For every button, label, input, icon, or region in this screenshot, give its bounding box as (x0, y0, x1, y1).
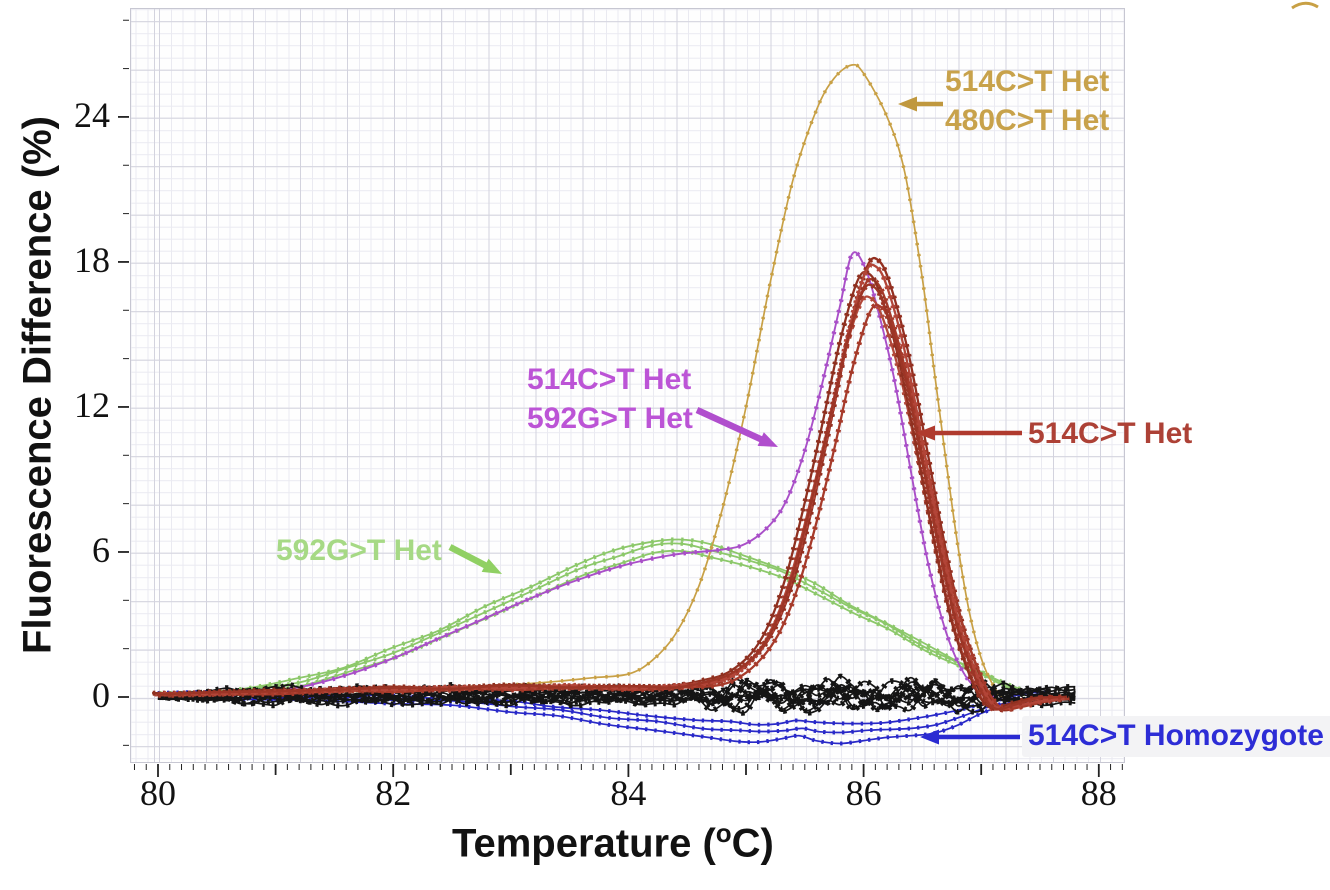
annotation-red-514C-het: 514C>T Het (1028, 414, 1192, 453)
arrow-shaft (448, 544, 494, 572)
series-green (155, 537, 1026, 701)
annotation-line: 480C>T Het (945, 104, 1110, 137)
x-axis-ticks (133, 764, 1123, 777)
annotation-line: 592G>T Het (276, 534, 442, 567)
x-tick-label-82: 82 (375, 773, 412, 813)
arrow-shaft (695, 407, 769, 446)
curve-red-1-markers (161, 255, 1068, 713)
y-axis-ticks (118, 19, 129, 746)
cropped-gold-mark (1291, 1, 1319, 10)
curve-green-1-markers (160, 548, 1026, 701)
curve-green-1-line (160, 549, 1026, 700)
annotation-purple-514C-592G-het: 514C>T Het 592G>T Het (527, 360, 693, 438)
degree-symbol: o (715, 818, 732, 848)
curve-green-0-line (157, 542, 1023, 697)
annotation-arrow-red (916, 425, 1022, 441)
y-tick-label-0: 0 (92, 675, 110, 715)
annotation-line: 592G>T Het (527, 402, 693, 435)
series-black (157, 673, 1076, 716)
annotation-green-592G-het: 592G>T Het (276, 531, 442, 570)
annotation-blue-514C-homozygote: 514C>T Homozygote (1022, 716, 1330, 757)
annotation-arrow-blue (920, 729, 1020, 745)
curve-black-4-markers (157, 679, 1076, 712)
annotation-arrow-purple (695, 407, 778, 447)
arrow-head (481, 558, 502, 574)
arrow-head (916, 425, 935, 441)
curve-red-6-markers (156, 282, 1063, 712)
curve-black-5-markers (157, 679, 1076, 709)
x-tick-label-86: 86 (845, 773, 882, 813)
x-axis-title-post: C) (731, 821, 774, 866)
x-axis-title-pre: Temperature ( (452, 821, 716, 866)
arrow-head (757, 432, 778, 447)
x-tick-label-80: 80 (140, 773, 176, 813)
y-tick-label-6: 6 (92, 529, 110, 570)
x-tick-label-88: 88 (1080, 773, 1117, 813)
curve-green-2-line (155, 538, 1021, 695)
series-red (152, 255, 1070, 713)
annotation-line: 514C>T Het (527, 363, 692, 396)
annotation-gold-514C-480C-het: 514C>T Het 480C>T Het (945, 62, 1109, 140)
annotation-arrow-gold (898, 96, 943, 112)
curve-purple-0-line (157, 251, 1000, 701)
y-tick-label-18: 18 (74, 239, 110, 280)
x-axis-title: Temperature (oC) (452, 818, 774, 866)
curve-black-3-line (157, 684, 1076, 711)
x-tick-label-84: 84 (610, 773, 647, 813)
arrow-head (920, 729, 939, 745)
plot-area (130, 8, 1125, 763)
annotation-line: 514C>T Homozygote (1028, 719, 1324, 752)
curve-purple-0-markers (157, 250, 1000, 702)
annotation-line: 514C>T Het (1028, 417, 1193, 450)
curve-red-4-markers (163, 302, 1070, 712)
series-purple (157, 250, 1000, 702)
y-tick-label-24: 24 (74, 94, 110, 135)
annotation-line: 514C>T Het (945, 65, 1110, 98)
arrow-head (898, 96, 917, 112)
annotation-arrow-green (448, 544, 502, 574)
y-tick-label-12: 12 (74, 384, 110, 425)
